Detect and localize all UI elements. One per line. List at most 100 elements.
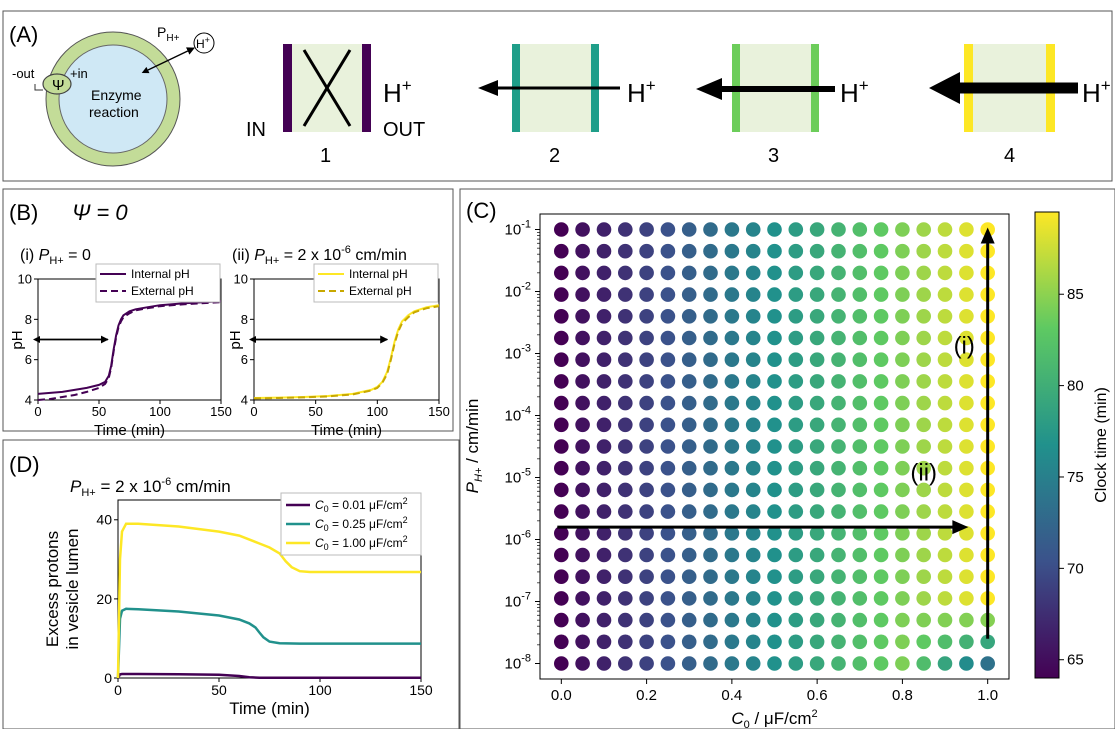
- scatter-point: [745, 634, 761, 650]
- x-axis-label: Time (min): [229, 699, 310, 718]
- scatter-point: [788, 243, 804, 259]
- scatter-point: [937, 591, 953, 606]
- scatter-point: [554, 395, 569, 411]
- scatter-point: [639, 547, 654, 563]
- scatter-point: [895, 417, 910, 433]
- scatter-point: [639, 417, 654, 433]
- scatter-point: [618, 504, 633, 519]
- scatter-point: [681, 591, 697, 606]
- scatter-point: [724, 330, 740, 346]
- scatter-point: [639, 352, 654, 368]
- series-line: [37, 300, 222, 395]
- legend-label: C0 = 0.25 μF/cm2: [315, 515, 408, 533]
- scatter-point: [596, 460, 612, 476]
- scatter-point: [681, 634, 697, 650]
- scatter-point: [724, 547, 740, 563]
- scatter-point: [788, 482, 804, 498]
- scatter-point: [873, 374, 889, 389]
- scatter-point: [554, 265, 569, 281]
- scatter-point: [852, 569, 868, 584]
- scatter-point: [895, 569, 910, 584]
- enzyme-label-2: reaction: [89, 104, 139, 120]
- scatter-point: [959, 417, 974, 433]
- panel-b-title: Ψ = 0: [72, 200, 128, 225]
- scatter-point: [703, 460, 718, 476]
- scatter-point: [788, 612, 804, 628]
- scatter-point: [660, 243, 676, 259]
- scatter-point: [873, 395, 889, 411]
- scatter-point: [809, 656, 825, 671]
- scatter-point: [554, 417, 569, 433]
- scatter-point: [895, 287, 910, 302]
- scatter-point: [554, 526, 569, 541]
- chart-b-i: 0 50 100 150 4 6 8 10 Time (min) pH Internal pH Ext…: [9, 263, 232, 439]
- scatter-point: [959, 482, 974, 498]
- x-tick-label: 0: [34, 404, 41, 419]
- scatter-point: [618, 287, 633, 302]
- x-tick-label: 0: [250, 404, 257, 419]
- scatter-point: [767, 417, 782, 433]
- scatter-point: [618, 243, 633, 259]
- scatter-point: [618, 526, 633, 541]
- scatter-point: [873, 656, 889, 671]
- scatter-point: [681, 439, 697, 454]
- scatter-point: [873, 439, 889, 454]
- scatter-point: [959, 504, 974, 519]
- scatter-point: [852, 634, 868, 650]
- scatter-point: [596, 374, 612, 389]
- y-tick-label: 4: [25, 393, 32, 408]
- scatter-point: [959, 591, 974, 606]
- scatter-point: [703, 547, 718, 563]
- scatter-point: [809, 309, 825, 324]
- scatter-point: [767, 526, 782, 541]
- scatter-point: [724, 222, 740, 237]
- scatter-point: [724, 460, 740, 476]
- scatter-point: [618, 612, 633, 628]
- scatter-point: [959, 460, 974, 476]
- scatter-point: [873, 634, 889, 650]
- y-tick-label: 10-7: [505, 591, 531, 611]
- membrane-panel-2: H+ 2: [478, 44, 656, 167]
- scatter-point: [937, 460, 953, 476]
- scatter-point: [831, 243, 846, 259]
- scatter-point: [724, 309, 740, 324]
- legend-box: [313, 263, 439, 303]
- scatter-point: [788, 374, 804, 389]
- scatter-point: [916, 395, 931, 411]
- scatter-point: [916, 482, 931, 498]
- scatter-point: [788, 395, 804, 411]
- scatter-point: [660, 352, 676, 368]
- panel-b-ii-title: (ii) PH+ = 2 x 10-6 cm/min: [232, 244, 407, 267]
- scatter-point: [916, 656, 931, 671]
- scatter-point: [724, 612, 740, 628]
- x-tick-label: 50: [308, 404, 322, 419]
- scatter-point: [681, 569, 697, 584]
- scatter-point: [596, 395, 612, 411]
- scatter-point: [554, 656, 569, 671]
- scatter-point: [895, 460, 910, 476]
- scatter-point: [660, 612, 676, 628]
- scatter-point: [681, 243, 697, 259]
- x-axis-label: Time (min): [94, 422, 165, 439]
- scatter-point: [745, 504, 761, 519]
- scatter-point: [916, 330, 931, 346]
- scatter-point: [873, 482, 889, 498]
- scatter-point: [724, 569, 740, 584]
- legend-label: C0 = 0.01 μF/cm2: [315, 496, 408, 514]
- scatter-point: [618, 222, 633, 237]
- legend-label: C0 = 1.00 μF/cm2: [315, 534, 408, 552]
- y-axis-label-line1: Excess protons: [43, 531, 62, 647]
- scatter-point: [959, 634, 974, 650]
- x-tick-label: 50: [92, 404, 106, 419]
- scatter-point: [937, 222, 953, 237]
- series-line: [253, 305, 440, 400]
- scatter-point: [852, 439, 868, 454]
- scatter-point: [937, 417, 953, 433]
- scatter-point: [681, 482, 697, 498]
- scatter-point: [959, 309, 974, 324]
- scatter-point: [681, 309, 697, 324]
- scatter-point: [724, 352, 740, 368]
- scatter-point: [937, 287, 953, 302]
- scatter-point: [575, 526, 590, 541]
- scatter-point: [554, 243, 569, 259]
